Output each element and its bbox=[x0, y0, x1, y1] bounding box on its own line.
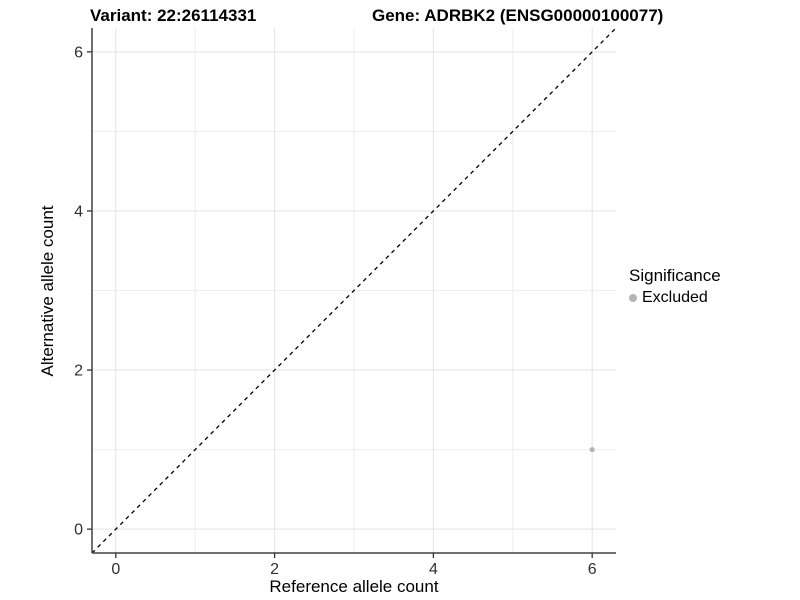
y-tick-label: 4 bbox=[74, 203, 83, 220]
legend-entry-excluded: Excluded bbox=[629, 289, 721, 307]
x-axis-title: Reference allele count bbox=[269, 577, 439, 596]
y-tick-label: 6 bbox=[74, 44, 83, 61]
y-tick-label: 0 bbox=[74, 522, 83, 539]
legend-entry-label: Excluded bbox=[642, 289, 708, 306]
y-tick-label: 2 bbox=[74, 363, 83, 380]
legend: Significance Excluded bbox=[629, 266, 721, 307]
gene-title: Gene: ADRBK2 (ENSG00000100077) bbox=[372, 6, 664, 25]
excluded-point-icon bbox=[629, 294, 637, 302]
x-tick-label: 2 bbox=[270, 561, 279, 578]
x-tick-label: 4 bbox=[429, 561, 438, 578]
legend-title: Significance bbox=[629, 266, 721, 285]
variant-title: Variant: 22:26114331 bbox=[90, 6, 257, 25]
x-tick-label: 6 bbox=[588, 561, 597, 578]
x-tick-label: 0 bbox=[111, 561, 120, 578]
data-point bbox=[589, 446, 595, 453]
identity-dashed-line bbox=[91, 27, 617, 554]
